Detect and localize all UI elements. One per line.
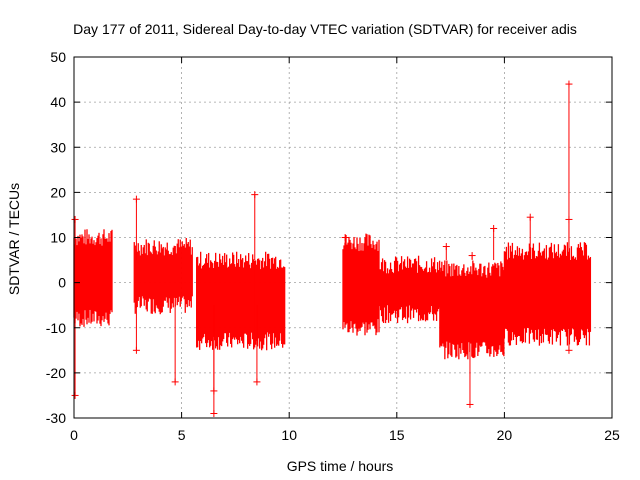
y-tick-label: 30	[50, 139, 66, 155]
data-point	[466, 305, 474, 408]
y-axis-title: SDTVAR / TECUs	[6, 183, 22, 295]
chart-title: Day 177 of 2011, Sidereal Day-to-day VTE…	[73, 21, 577, 37]
data-point	[71, 215, 79, 261]
data-point	[442, 243, 450, 261]
y-tick-label: 10	[50, 230, 66, 246]
data-point	[251, 191, 259, 261]
y-tick-label: -30	[46, 410, 66, 426]
data-point	[468, 252, 476, 261]
data-point	[526, 213, 534, 261]
data-marks	[71, 80, 592, 417]
data-point	[565, 305, 573, 354]
x-tick-label: 5	[178, 427, 186, 443]
x-axis-title: GPS time / hours	[287, 458, 394, 474]
data-point	[490, 224, 498, 261]
y-tick-label: 20	[50, 184, 66, 200]
data-band-segment	[378, 255, 441, 324]
tick-labels: 0 5 10 15 20 25 -30 -20 -10 0 10 20 30 40 50	[46, 49, 620, 443]
y-tick-label: 50	[50, 49, 66, 65]
data-point	[565, 215, 573, 261]
data-point	[253, 305, 261, 386]
x-tick-label: 0	[70, 427, 78, 443]
grid-lines	[74, 57, 612, 418]
y-tick-label: 40	[50, 94, 66, 110]
data-band-segment	[342, 233, 380, 336]
data-point	[171, 305, 179, 386]
data-point	[210, 305, 218, 395]
data-band-segment	[196, 251, 286, 351]
data-band-segment	[439, 260, 505, 360]
data-band-segment	[503, 242, 592, 346]
x-tick-label: 25	[604, 427, 620, 443]
y-tick-label: 0	[58, 275, 66, 291]
data-point	[71, 305, 79, 399]
x-tick-label: 10	[281, 427, 297, 443]
data-band-segment	[133, 237, 193, 315]
y-tick-label: -20	[46, 365, 66, 381]
data-band-segment	[73, 229, 113, 327]
x-tick-label: 15	[389, 427, 405, 443]
x-tick-label: 20	[497, 427, 513, 443]
data-point	[341, 234, 349, 261]
data-point	[132, 305, 140, 354]
y-tick-label: -10	[46, 320, 66, 336]
data-point	[132, 195, 140, 261]
tick-marks	[73, 56, 613, 419]
